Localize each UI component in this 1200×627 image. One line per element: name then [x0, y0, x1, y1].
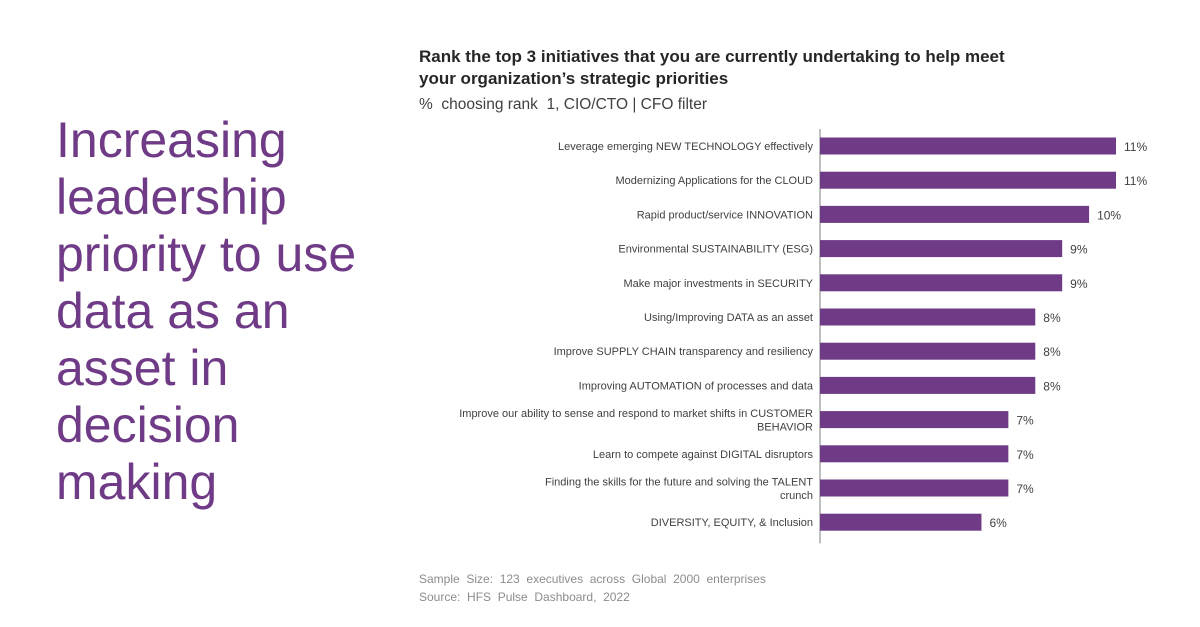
category-label: Improve our ability to sense and respond…: [459, 408, 813, 434]
category-label: Using/Improving DATA as an asset: [644, 312, 813, 324]
headline: Increasing leadership priority to use da…: [56, 112, 357, 510]
data-label: 9%: [1070, 277, 1088, 291]
bar: [820, 205, 1090, 223]
bar: [820, 411, 1009, 429]
bar: [820, 445, 1009, 463]
chart-subtitle: % choosing rank 1, CIO/CTO | CFO filter: [419, 96, 707, 113]
bar: [820, 376, 1036, 394]
data-label: 11%: [1124, 140, 1147, 154]
data-label: 7%: [1016, 448, 1034, 462]
category-label: Improving AUTOMATION of processes and da…: [579, 380, 814, 392]
data-label: 6%: [989, 516, 1007, 530]
data-label: 8%: [1043, 379, 1061, 393]
data-label: 7%: [1016, 414, 1034, 428]
bar: [820, 308, 1036, 326]
bar: [820, 171, 1116, 189]
bar: [820, 137, 1116, 155]
category-label: Modernizing Applications for the CLOUD: [616, 175, 814, 187]
sample-size-note: Sample Size: 123 executives across Globa…: [419, 572, 766, 586]
source-note: Source: HFS Pulse Dashboard, 2022: [419, 590, 630, 604]
data-label: 10%: [1097, 208, 1121, 222]
bar: [820, 342, 1036, 360]
category-label: Improve SUPPLY CHAIN transparency and re…: [554, 346, 814, 358]
data-label: 8%: [1043, 311, 1061, 325]
category-label: Rapid product/service INNOVATION: [637, 209, 813, 221]
data-label: 11%: [1124, 174, 1147, 188]
category-label: Make major investments in SECURITY: [624, 278, 814, 290]
bar: [820, 274, 1063, 292]
bar: [820, 479, 1009, 497]
data-label: 7%: [1016, 482, 1034, 496]
category-label: Leverage emerging NEW TECHNOLOGY effecti…: [558, 141, 813, 153]
category-label: Learn to compete against DIGITAL disrupt…: [593, 449, 814, 461]
bar: [820, 513, 982, 531]
data-label: 9%: [1070, 243, 1088, 257]
data-label: 8%: [1043, 345, 1061, 359]
category-label: Environmental SUSTAINABILITY (ESG): [618, 244, 813, 256]
category-label: Finding the skills for the future and so…: [545, 477, 813, 503]
chart-title: Rank the top 3 initiatives that you are …: [419, 47, 1005, 88]
bar: [820, 240, 1063, 258]
category-label: DIVERSITY, EQUITY, & Inclusion: [651, 517, 813, 529]
